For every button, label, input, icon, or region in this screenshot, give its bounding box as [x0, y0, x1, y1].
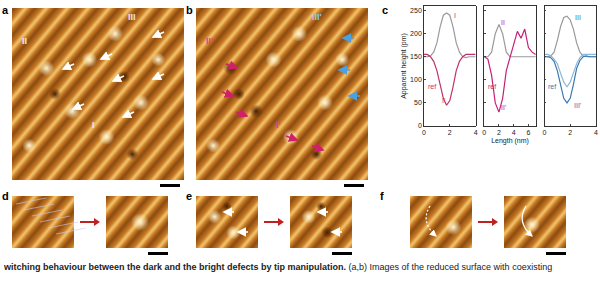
svg-text:a: a — [2, 4, 9, 16]
svg-text:I: I — [454, 12, 456, 19]
svg-text:0: 0 — [422, 129, 426, 136]
svg-text:2: 2 — [497, 129, 501, 136]
svg-text:6: 6 — [526, 129, 530, 136]
svg-text:2: 2 — [448, 129, 452, 136]
svg-text:II: II — [501, 19, 505, 26]
svg-text:150: 150 — [410, 53, 422, 60]
svg-text:e: e — [186, 190, 192, 202]
svg-text:I: I — [92, 120, 95, 130]
svg-text:Apparent height (pm): Apparent height (pm) — [400, 33, 408, 99]
svg-text:II: II — [22, 36, 27, 46]
html-text:witching behaviour between the: witching behaviour between the dark and … — [4, 262, 553, 272]
svg-text:III': III' — [312, 12, 322, 22]
svg-text:0: 0 — [482, 129, 486, 136]
svg-text:100: 100 — [410, 76, 422, 83]
svg-text:I': I' — [276, 120, 281, 130]
svg-text:ref: ref — [548, 83, 556, 90]
svg-text:II': II' — [206, 36, 213, 46]
svg-text:c: c — [382, 4, 388, 16]
svg-text:III': III' — [574, 102, 581, 109]
svg-text:2: 2 — [568, 129, 572, 136]
svg-text:200: 200 — [410, 30, 422, 37]
svg-text:Length (nm): Length (nm) — [491, 137, 529, 145]
svg-text:50: 50 — [414, 99, 422, 106]
svg-text:4: 4 — [474, 129, 478, 136]
svg-text:f: f — [380, 190, 384, 202]
svg-text:0: 0 — [542, 129, 546, 136]
svg-text:4: 4 — [512, 129, 516, 136]
svg-text:d: d — [2, 190, 9, 202]
svg-text:ref: ref — [488, 83, 496, 90]
svg-text:ref: ref — [428, 83, 436, 90]
svg-text:III: III — [575, 14, 581, 21]
svg-text:0: 0 — [418, 122, 422, 129]
svg-text:II': II' — [501, 104, 506, 111]
svg-text:4: 4 — [594, 129, 598, 136]
svg-text:b: b — [186, 4, 193, 16]
svg-text:250: 250 — [410, 7, 422, 14]
svg-text:III: III — [128, 12, 136, 22]
svg-text:I': I' — [442, 97, 445, 104]
